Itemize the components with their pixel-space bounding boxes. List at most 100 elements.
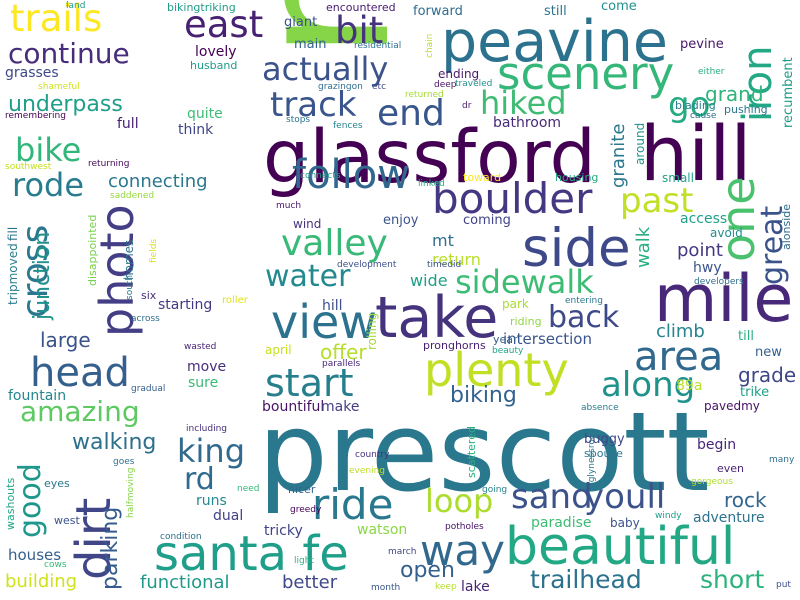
word-beautiful: beautiful	[505, 517, 736, 577]
word-much: much	[276, 201, 302, 211]
word-potholes: potholes	[445, 522, 484, 532]
word-development: development	[337, 260, 397, 270]
word-king: king	[177, 432, 246, 470]
word-stops: stops	[286, 115, 311, 125]
word-greedy: greedy	[290, 505, 322, 515]
word-climb: climb	[656, 321, 705, 342]
word-prescott: prescott	[258, 388, 710, 516]
word-access: access	[680, 211, 728, 227]
word-trailhead: trailhead	[530, 565, 642, 594]
word-main: main	[294, 37, 327, 52]
word-evening: evening	[349, 466, 386, 476]
word-tripmoved: tripmoved	[6, 243, 20, 305]
word-uglynessrode: uglynessrode	[587, 427, 597, 488]
word-begin: begin	[697, 437, 737, 453]
word-gradual: gradual	[131, 384, 166, 394]
word-beauty: beauty	[492, 346, 524, 356]
word-remembering: remembering	[5, 111, 66, 121]
word-etc: etc	[372, 82, 387, 92]
word-april: april	[265, 343, 292, 357]
word-encountered: encountered	[326, 1, 396, 14]
word-rd: rd	[184, 462, 215, 497]
word-hill-large: hill	[640, 109, 752, 198]
word-west: west	[54, 514, 80, 527]
word-year: year	[493, 333, 518, 346]
word-functional: functional	[140, 572, 230, 593]
word-shameful: shameful	[38, 82, 80, 92]
word-month: month	[371, 583, 401, 593]
word-park: park	[502, 297, 529, 311]
word-southwest: southwest	[5, 162, 52, 172]
word-bit: bit	[335, 9, 384, 52]
word-water: water	[265, 259, 351, 294]
word-wind: wind	[293, 217, 322, 231]
word-condition: condition	[160, 532, 202, 542]
word-still: still	[544, 4, 567, 19]
word-land: land	[66, 1, 86, 11]
word-parallels: parallels	[322, 359, 361, 369]
word-baby: baby	[610, 516, 640, 530]
word-developers: developers	[694, 277, 744, 287]
word-cause: cause	[690, 111, 717, 121]
word-fields: fields	[149, 238, 159, 263]
word-start: start	[265, 361, 354, 405]
word-march: march	[388, 547, 417, 557]
word-traveled: traveled	[455, 79, 493, 89]
word-fountain: fountain	[8, 388, 67, 404]
word-junction: junction	[30, 231, 55, 320]
word-recumbent: recumbent	[781, 57, 796, 128]
word-amazing: amazing	[20, 395, 140, 428]
word-paradise: paradise	[531, 515, 592, 531]
word-bikingtriking: bikingtriking	[167, 1, 236, 14]
word-connects: connects	[300, 171, 341, 181]
word-return: return	[432, 250, 481, 269]
word-ride: ride	[312, 480, 394, 529]
word-peavine: peavine	[441, 9, 668, 75]
word-rode: rode	[12, 166, 85, 204]
word-grazingon: grazingon	[318, 82, 363, 92]
word-plenty: plenty	[424, 343, 569, 397]
word-east: east	[184, 3, 264, 46]
word-houses: houses	[8, 546, 62, 564]
word-glassford: glassford	[263, 115, 596, 200]
word-riding: riding	[510, 315, 542, 328]
word-along: along	[601, 365, 696, 405]
word-gorgeous: gorgeous	[691, 477, 733, 487]
word-saddened: saddened	[110, 191, 155, 201]
word-coming: coming	[463, 213, 511, 228]
word-go: go	[668, 85, 711, 125]
word-pevine: pevine	[680, 37, 724, 52]
word-better: better	[282, 572, 338, 593]
word-many: many	[769, 455, 795, 465]
word-valley: valley	[281, 223, 388, 264]
word-hwy: hwy	[693, 260, 722, 276]
word-walk: walk	[633, 226, 654, 268]
word-connecting: connecting	[108, 171, 208, 192]
word-absence: absence	[581, 403, 619, 413]
word-forward: forward	[413, 4, 463, 19]
word-granite: granite	[608, 123, 629, 188]
word-open: open	[400, 558, 455, 583]
word-end: end	[377, 93, 445, 134]
word-country: country	[355, 450, 390, 460]
word-even: even	[717, 462, 745, 475]
word-going: going	[482, 485, 508, 495]
word-parking: parking	[98, 506, 123, 590]
word-husband: husband	[190, 59, 238, 72]
word-hiked: hiked	[480, 84, 567, 122]
word-new: new	[755, 345, 782, 360]
word-trails: trails	[10, 0, 103, 40]
word-lake: lake	[461, 579, 490, 595]
word-sure: sure	[188, 375, 219, 391]
word-chain: chain	[425, 33, 435, 58]
word-dual: dual	[213, 508, 244, 524]
word-returned: returned	[405, 90, 444, 100]
word-intersection: intersection	[503, 330, 592, 348]
word-youll: youll	[584, 477, 666, 517]
word-deep: deep	[434, 80, 457, 90]
word-keep: keep	[435, 582, 457, 592]
word-wide: wide	[410, 271, 448, 290]
word-mt: mt	[432, 231, 454, 250]
word-ending: ending	[438, 67, 480, 81]
word-large: large	[40, 328, 91, 352]
